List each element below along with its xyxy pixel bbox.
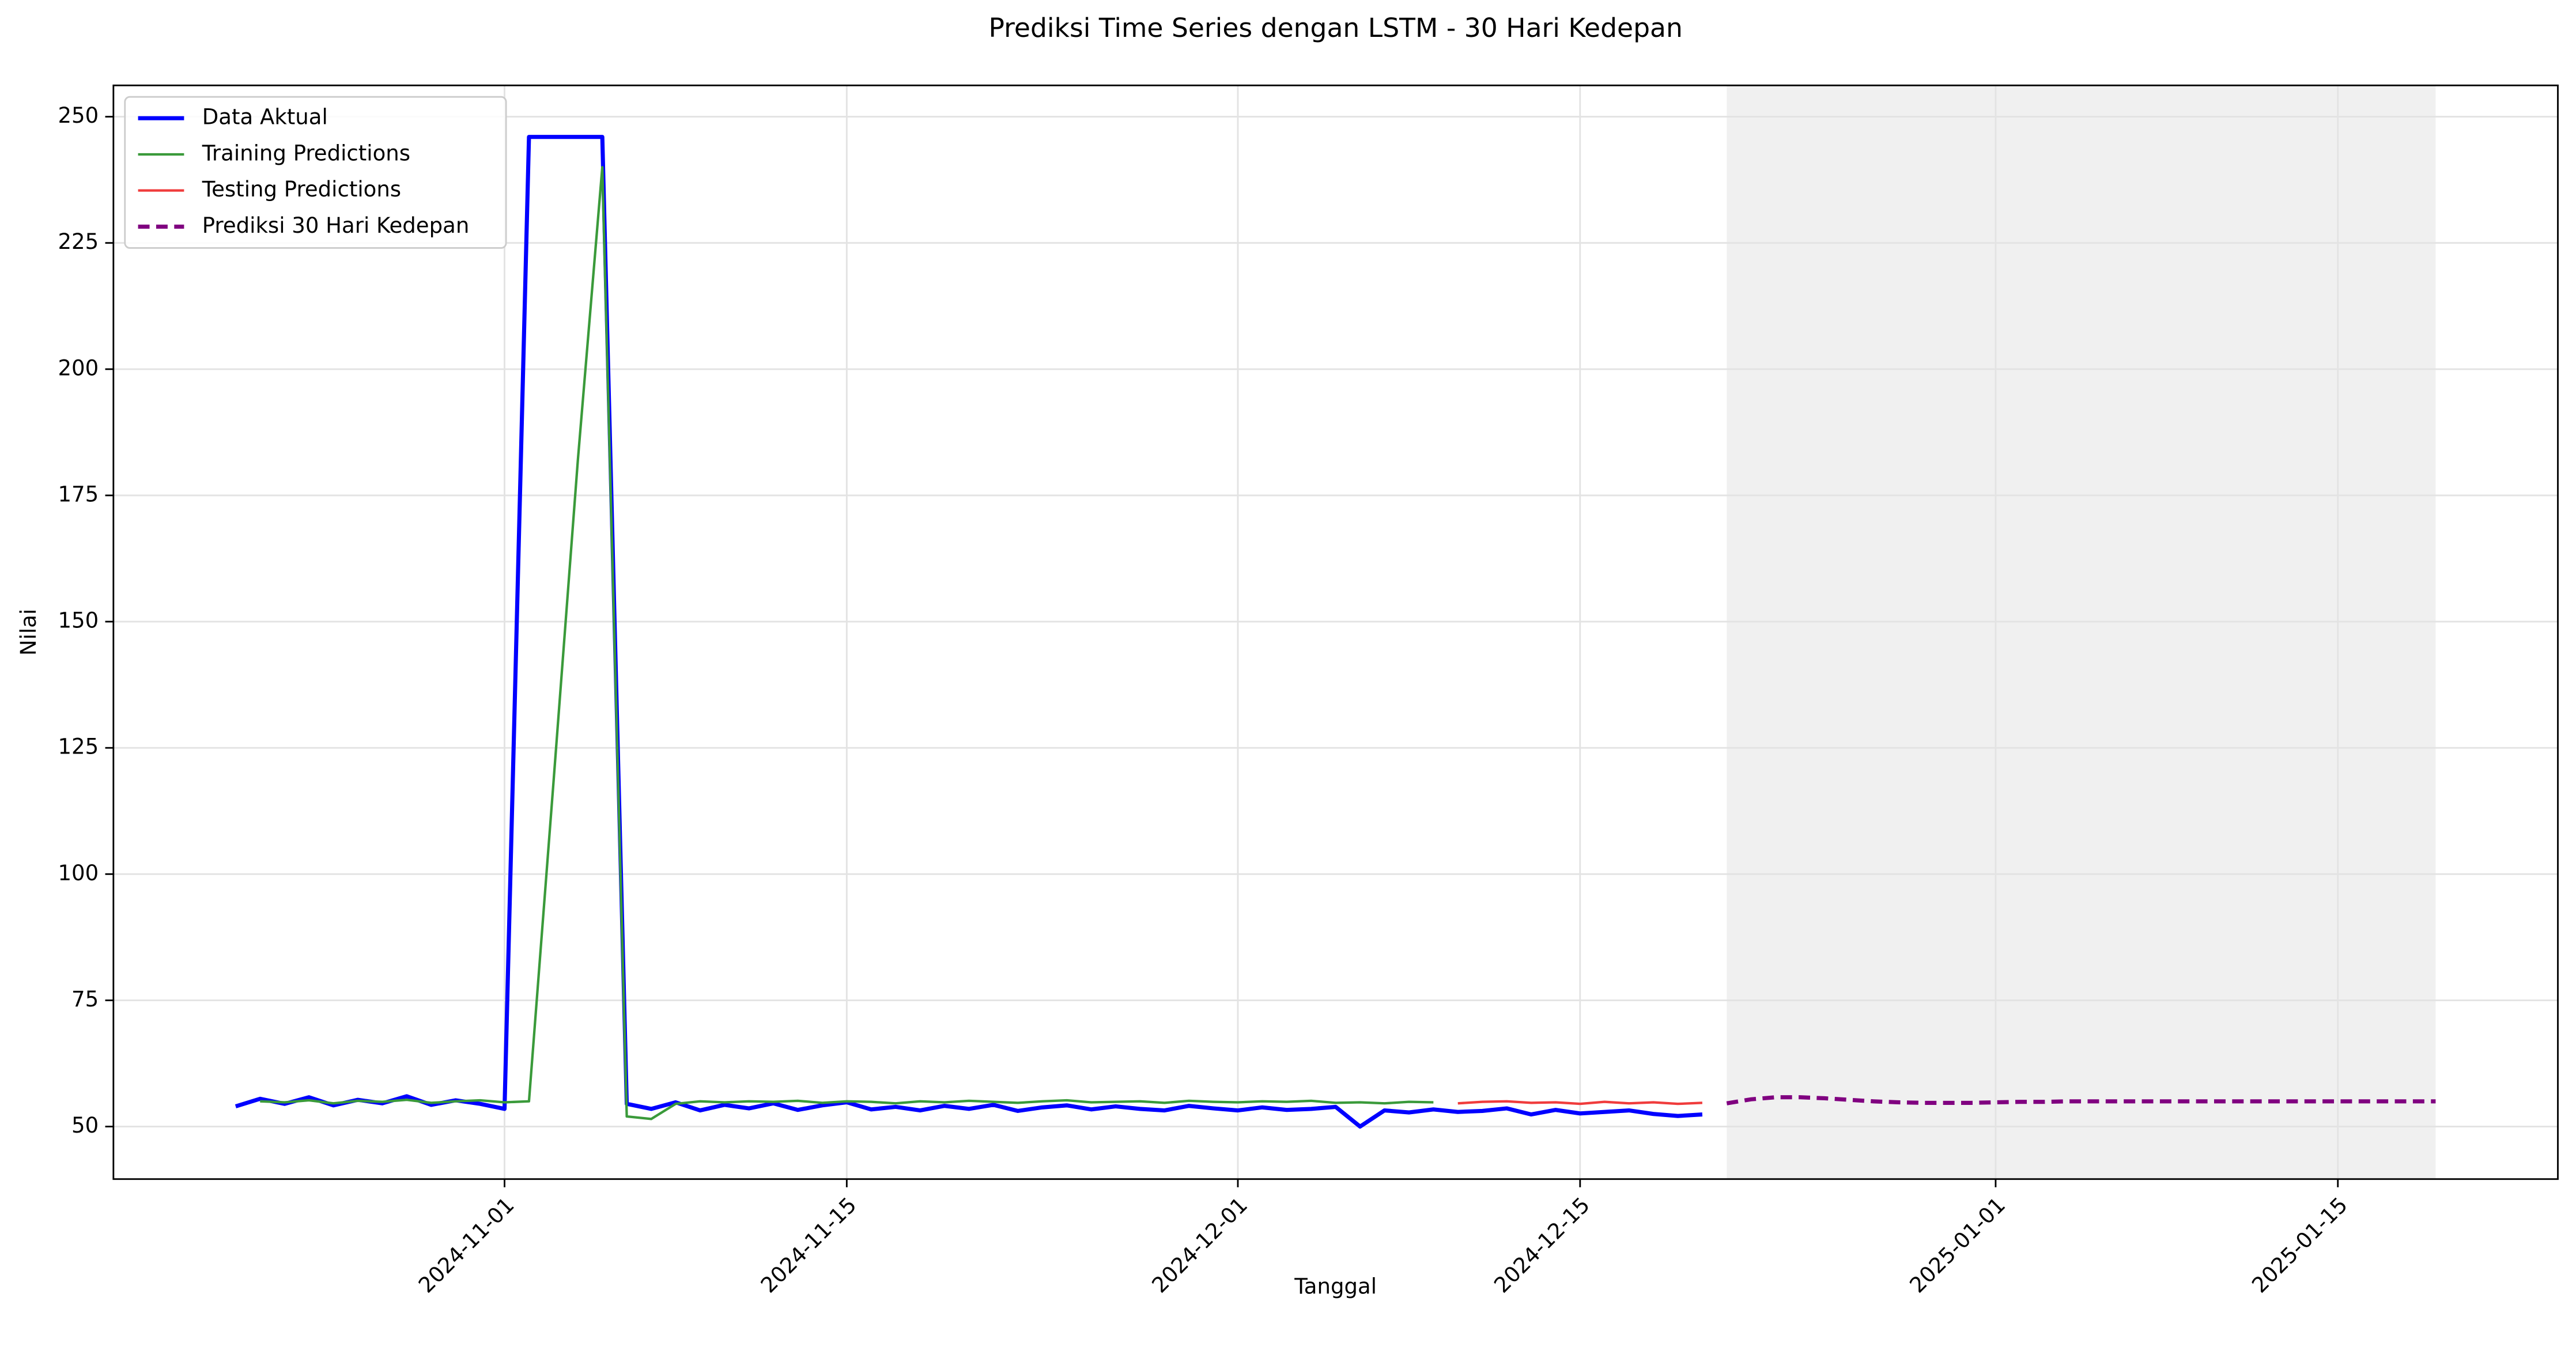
y-axis-label: Nilai	[16, 609, 41, 656]
legend-label: Testing Predictions	[202, 177, 401, 202]
y-tick-label: 150	[58, 608, 99, 633]
legend-box	[124, 96, 507, 249]
series-line	[1726, 1095, 2436, 1105]
legend-label: Prediksi 30 Hari Kedepan	[202, 213, 470, 238]
y-tick-label: 250	[58, 103, 99, 128]
series-line	[1457, 1100, 1703, 1105]
legend-label: Data Aktual	[202, 105, 328, 130]
legend: Data Aktual Training Predictions Testing P…	[124, 96, 507, 249]
forecast-region	[1727, 85, 2436, 1179]
y-tick-label: 175	[58, 482, 99, 506]
y-tick-label: 200	[58, 355, 99, 380]
x-axis-label: Tanggal	[1294, 1274, 1377, 1298]
series-line	[260, 166, 1434, 1120]
series-line	[235, 135, 1703, 1129]
plot-frame	[112, 84, 2559, 1180]
y-tick-label: 100	[58, 861, 99, 885]
y-tick-label: 125	[58, 734, 99, 759]
y-tick-label: 50	[71, 1113, 99, 1138]
legend-label: Training Predictions	[202, 141, 410, 165]
y-tick-label: 225	[58, 229, 99, 254]
chart-title: Prediksi Time Series dengan LSTM - 30 Ha…	[988, 13, 1682, 43]
y-tick-label: 75	[71, 987, 99, 1012]
